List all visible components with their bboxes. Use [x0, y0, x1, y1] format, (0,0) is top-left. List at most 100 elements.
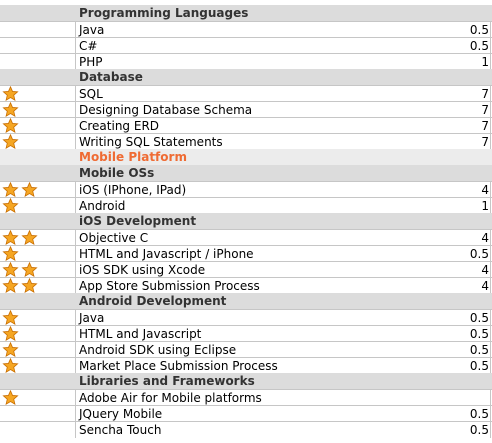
star-icon: [2, 325, 19, 341]
skill-label: iOS (IPhone, IPad): [79, 183, 187, 197]
column-divider: [75, 326, 76, 342]
skill-years: 0.5: [469, 359, 489, 373]
column-divider: [490, 422, 491, 438]
column-divider: [490, 230, 491, 246]
skill-label: JQuery Mobile: [79, 407, 163, 421]
section-title: iOS Development: [79, 214, 197, 228]
skill-years: 7: [481, 87, 489, 101]
rating-stars: [2, 389, 74, 405]
skill-row: HTML and Javascript / iPhone 0.5: [0, 245, 492, 262]
skill-row: App Store Submission Process 4: [0, 277, 492, 294]
skill-label: Adobe Air for Mobile platforms: [79, 391, 262, 405]
rating-stars: [2, 325, 74, 341]
column-divider: [490, 182, 491, 198]
column-divider: [490, 102, 491, 118]
column-divider: [490, 262, 491, 278]
column-divider: [75, 182, 76, 198]
rating-stars: [2, 181, 74, 197]
skill-row: JQuery Mobile 0.5: [0, 405, 492, 422]
rating-stars: [2, 341, 74, 357]
column-divider: [75, 422, 76, 438]
skill-row: Android 1: [0, 197, 492, 214]
skill-label: C#: [79, 39, 98, 53]
column-divider: [490, 310, 491, 326]
column-divider: [490, 406, 491, 422]
section-header: Programming Languages: [0, 5, 492, 21]
skill-years: 4: [481, 183, 489, 197]
rating-stars: [2, 277, 74, 293]
skill-row: C# 0.5: [0, 37, 492, 54]
rating-stars: [2, 117, 74, 133]
column-divider: [75, 198, 76, 214]
skill-years: 0.5: [469, 39, 489, 53]
skill-row: PHP 1: [0, 53, 492, 70]
column-divider: [75, 278, 76, 294]
skill-row: Java 0.5: [0, 309, 492, 326]
column-divider: [490, 54, 491, 70]
rating-stars: [2, 133, 74, 149]
column-divider: [490, 38, 491, 54]
section-header: Android Development: [0, 293, 492, 309]
column-divider: [75, 38, 76, 54]
column-divider: [75, 310, 76, 326]
skill-years: 0.5: [469, 23, 489, 37]
skill-years: 4: [481, 279, 489, 293]
column-divider: [75, 118, 76, 134]
column-divider: [490, 134, 491, 150]
section-header: Database: [0, 69, 492, 85]
skill-row: SQL 7: [0, 85, 492, 102]
star-icon: [2, 309, 19, 325]
section-title: Mobile OSs: [79, 166, 155, 180]
skill-label: SQL: [79, 87, 103, 101]
column-divider: [75, 22, 76, 38]
column-divider: [490, 22, 491, 38]
skill-label: PHP: [79, 55, 103, 69]
star-icon: [2, 133, 19, 149]
column-divider: [75, 246, 76, 262]
rating-stars: [2, 357, 74, 373]
star-icon: [2, 277, 19, 293]
rating-stars: [2, 261, 74, 277]
star-icon: [2, 357, 19, 373]
skill-years: 0.5: [469, 247, 489, 261]
skill-years: 0.5: [469, 423, 489, 437]
skill-label: HTML and Javascript: [79, 327, 202, 341]
section-header: iOS Development: [0, 213, 492, 229]
star-icon: [2, 229, 19, 245]
star-icon: [2, 101, 19, 117]
column-divider: [75, 342, 76, 358]
star-icon: [2, 341, 19, 357]
section-header: Mobile OSs: [0, 165, 492, 181]
platform-header: Mobile Platform: [0, 149, 492, 165]
section-title: Database: [79, 70, 143, 84]
column-divider: [75, 406, 76, 422]
skill-row: Market Place Submission Process 0.5: [0, 357, 492, 374]
star-icon: [21, 229, 38, 245]
column-divider: [490, 86, 491, 102]
skill-years: 4: [481, 263, 489, 277]
skill-label: Java: [79, 311, 105, 325]
rating-stars: [2, 101, 74, 117]
section-header: Libraries and Frameworks: [0, 373, 492, 389]
skill-years: 7: [481, 135, 489, 149]
star-icon: [21, 181, 38, 197]
skill-label: Sencha Touch: [79, 423, 162, 437]
column-divider: [490, 342, 491, 358]
column-divider: [490, 390, 491, 406]
column-divider: [490, 358, 491, 374]
column-divider: [75, 230, 76, 246]
skill-label: App Store Submission Process: [79, 279, 260, 293]
skill-years: 7: [481, 119, 489, 133]
skill-label: Android SDK using Eclipse: [79, 343, 237, 357]
star-icon: [2, 197, 19, 213]
column-divider: [490, 198, 491, 214]
column-divider: [490, 118, 491, 134]
skill-row: iOS (IPhone, IPad) 4: [0, 181, 492, 198]
section-title: Libraries and Frameworks: [79, 374, 255, 388]
skill-years: 0.5: [469, 407, 489, 421]
skill-years: 7: [481, 103, 489, 117]
skill-row: Android SDK using Eclipse 0.5: [0, 341, 492, 358]
column-divider: [75, 86, 76, 102]
rating-stars: [2, 197, 74, 213]
skill-years: 1: [481, 55, 489, 69]
